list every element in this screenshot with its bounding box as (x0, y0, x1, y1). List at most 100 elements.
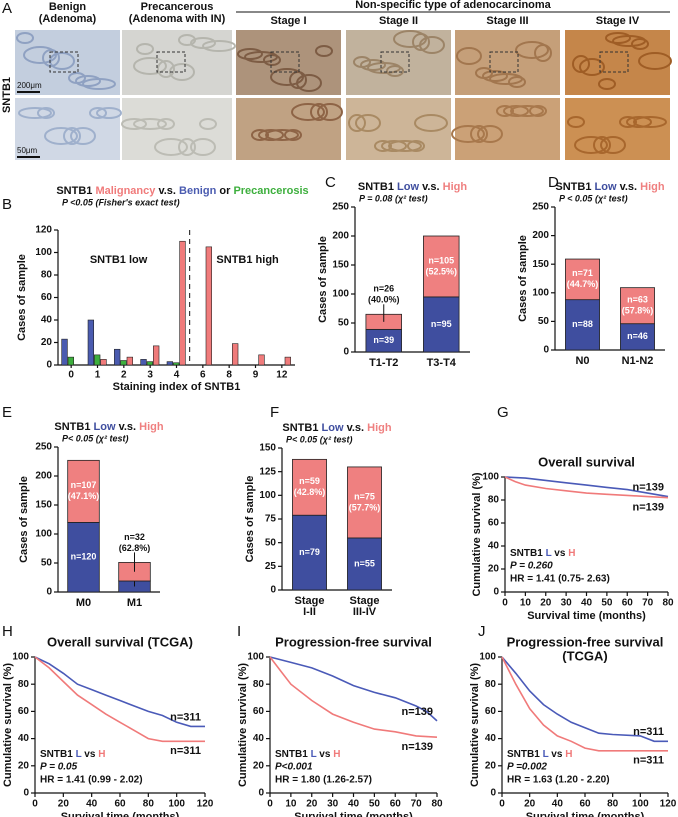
series-label: n=139 (633, 502, 665, 514)
tissue-texture (515, 41, 549, 59)
x-tick-label: 0 (499, 799, 505, 810)
text-part: Low (322, 422, 344, 434)
stage-header: Stage II (379, 15, 418, 27)
y-tick-label: 80 (18, 679, 30, 690)
tissue-texture (393, 30, 427, 48)
y-tick-label: 80 (485, 679, 497, 690)
panel-letter: H (2, 623, 13, 640)
text-part: H (333, 749, 340, 760)
y-tick-label: 60 (18, 706, 30, 717)
histology-image (455, 30, 560, 95)
tissue-texture (68, 72, 86, 84)
y-tick-label: 20 (18, 760, 30, 771)
survival-curve (269, 656, 438, 722)
x-tick-label: N0 (575, 355, 589, 367)
bar-segment (565, 258, 600, 301)
y-tick-label: 75 (265, 514, 277, 525)
survival-curve (269, 656, 438, 738)
value-label: n=75 (354, 491, 375, 501)
text-part: Low (595, 181, 617, 193)
tissue-texture (178, 34, 196, 46)
panel-letter: A (2, 0, 12, 17)
y-axis-label: Cases of sample (517, 235, 529, 322)
stat-label: SNTB1 L vs H (507, 749, 572, 760)
tissue-texture (451, 125, 485, 143)
stat-label: SNTB1 L vs H (275, 749, 340, 760)
p-value: P =0.002 (507, 762, 547, 773)
x-tick-label: 120 (660, 799, 677, 810)
y-tick-label: 0 (46, 587, 52, 598)
tissue-texture (315, 45, 333, 57)
tissue-texture (270, 68, 304, 86)
tissue-texture (199, 118, 217, 130)
stat-label: SNTB1 L vs H (40, 749, 105, 760)
chart-title: Overall survival (TCGA) (47, 634, 193, 649)
series-label: n=139 (402, 741, 434, 753)
y-tick-label: 0 (543, 345, 549, 356)
tissue-texture (136, 43, 154, 55)
zoom-box (156, 51, 186, 73)
tissue-texture (157, 60, 175, 78)
zoom-box (380, 51, 410, 73)
chart-title: SNTB1 Low v.s. High (282, 422, 392, 434)
chart-title: SNTB1 Low v.s. High (54, 421, 164, 433)
x-tick-label: 8 (226, 370, 232, 381)
tissue-texture (360, 59, 386, 71)
scale-bar-label: 50μm (17, 146, 38, 155)
tissue-texture (600, 136, 626, 154)
hazard-ratio: HR = 1.41 (0.99 - 2.02) (40, 775, 143, 786)
value-label: (44.7%) (567, 279, 599, 289)
x-tick-label: 60 (579, 799, 591, 810)
x-tick-label: 100 (632, 799, 649, 810)
bar (114, 348, 121, 366)
bar-segment (565, 299, 600, 351)
text-part: High (640, 181, 665, 193)
tissue-texture (529, 105, 547, 117)
bar (173, 362, 180, 366)
bar (153, 345, 160, 366)
value-label: (47.1%) (68, 491, 100, 501)
y-tick-label: 120 (35, 225, 52, 236)
y-tick-label: 100 (12, 652, 29, 663)
y-tick-label: 150 (35, 500, 52, 511)
tissue-texture (456, 47, 482, 65)
y-tick-label: 250 (332, 202, 349, 213)
tissue-texture (508, 76, 526, 88)
bar-segment (347, 466, 382, 539)
y-tick-label: 0 (270, 585, 276, 596)
histology-image (122, 30, 232, 95)
x-tick-label: 20 (540, 598, 552, 609)
text-part: High (139, 421, 164, 433)
tissue-texture (572, 55, 590, 73)
y-tick-label: 60 (41, 292, 53, 303)
panel-letter: I (237, 623, 241, 640)
tissue-texture (633, 116, 667, 128)
y-axis-label: Cumulative survival (%) (469, 663, 481, 787)
x-tick-label: 20 (58, 799, 70, 810)
x-tick-label: 1 (95, 370, 101, 381)
panel-letter: B (2, 196, 12, 213)
y-axis-label: Cases of sample (317, 236, 329, 323)
text-part: vs (319, 749, 331, 760)
y-tick-label: 100 (35, 529, 52, 540)
x-tick-label: 0 (68, 370, 74, 381)
y-tick-label: 150 (259, 443, 276, 454)
value-label: (42.8%) (294, 487, 326, 497)
bar-segment (620, 323, 655, 351)
y-tick-label: 40 (41, 315, 53, 326)
value-label: (52.5%) (425, 266, 457, 276)
panel-letter: C (325, 174, 336, 191)
value-label: n=105 (428, 255, 454, 265)
y-tick-label: 20 (485, 760, 497, 771)
row-label: SNTB1 (1, 77, 13, 113)
value-label: n=107 (71, 480, 97, 490)
x-tick-label: 40 (552, 799, 564, 810)
tissue-texture (89, 107, 107, 119)
tissue-texture (510, 105, 544, 117)
tissue-texture (284, 129, 302, 141)
y-tick-label: 40 (488, 541, 500, 552)
x-tick-label: 20 (306, 799, 318, 810)
text-part: v.s. (347, 422, 365, 434)
text-part: SNTB1 (510, 548, 543, 559)
y-axis-label: Cases of sample (244, 476, 256, 563)
